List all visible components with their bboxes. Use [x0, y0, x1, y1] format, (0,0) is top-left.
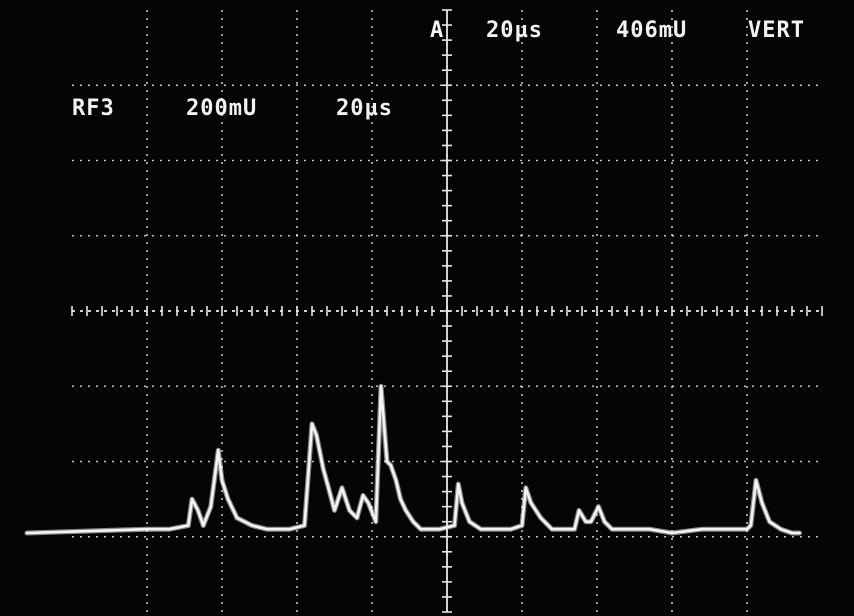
trace-sample-point [367, 501, 370, 505]
trace-sample-point [374, 520, 377, 523]
trace-sample-point [404, 509, 407, 512]
trace-sample-point [754, 479, 758, 482]
trace-sample-point [529, 501, 533, 505]
trace-sample-point [589, 520, 593, 523]
trace-sample-point [226, 497, 230, 501]
trace-sample-point [610, 528, 614, 531]
trace-sample-point [524, 486, 527, 489]
trace-sample-point [220, 479, 224, 482]
trace-sample-point [648, 528, 651, 531]
trace-sample-point [460, 501, 464, 505]
trace-sample-point [379, 385, 383, 388]
channel-label: RF3 [72, 96, 115, 121]
trace-sample-point [509, 528, 512, 531]
trace-sample-point [597, 505, 600, 508]
trace-sample-point [303, 524, 306, 527]
trace-sample-point [760, 501, 764, 505]
trace-sample-point [315, 434, 318, 437]
trace-sample-point [670, 531, 674, 535]
trace-sample-point [310, 422, 314, 426]
trace-sample-point [202, 524, 205, 527]
trace-sample-point [322, 467, 325, 471]
signal-trace-glow [24, 383, 802, 536]
trace-sample-point [438, 528, 441, 531]
trace-sample-point [412, 520, 415, 523]
trace-sample-point [550, 528, 554, 531]
trace-sample-point [394, 479, 398, 482]
trace-sample-point [749, 524, 752, 527]
trace-sample-point [573, 528, 576, 531]
trace-sample-point [361, 494, 365, 497]
trace-sample-point [385, 460, 389, 463]
channel-marker: A [430, 18, 445, 43]
trace-sample-point [790, 531, 794, 535]
trace-sample-point [700, 528, 704, 531]
trace-sample-point [768, 520, 771, 523]
volts-per-div-readout: 200mU [186, 96, 258, 121]
trace-sample-point [798, 531, 801, 535]
trace-sample-point [187, 524, 190, 527]
trace-sample-point [288, 528, 291, 531]
trace-sample-point [348, 509, 351, 512]
trace-sample-point [565, 528, 569, 531]
trace-sample-point [389, 464, 392, 467]
trace-sample-point [419, 528, 422, 531]
trace-sample-point [25, 531, 29, 535]
time-per-div-readout: 20µs [336, 96, 393, 121]
trace-sample-point [168, 528, 171, 531]
trace-sample-point [333, 509, 336, 512]
trace-sample-point [145, 528, 149, 531]
trace-sample-point [265, 528, 269, 531]
trace-sample-point [779, 528, 782, 531]
trace-sample-point [603, 520, 606, 523]
trace-sample-point [355, 516, 359, 520]
trace-sample-point [539, 516, 542, 520]
trace-sample-point [468, 520, 471, 523]
trace-sample-point [457, 482, 460, 486]
mode-readout: VERT [748, 18, 805, 43]
trace-sample-point [340, 486, 344, 489]
trace-sample-point [584, 520, 587, 523]
trace-sample-point [715, 528, 719, 531]
trace-sample-point [453, 524, 456, 527]
trace-sample-point [520, 524, 524, 527]
trace-sample-point [217, 449, 220, 452]
trace-sample-point [250, 524, 254, 527]
signal-trace [25, 385, 801, 535]
trace-sample-point [190, 497, 194, 501]
trace-sample-point [327, 486, 330, 489]
trace-sample-point [196, 509, 200, 512]
trace-sample-point [494, 528, 497, 531]
top-scale-readout: 406mU [616, 18, 688, 43]
trace-sample-point [745, 528, 749, 531]
trace-sample-point [479, 528, 482, 531]
trace-sample-point [577, 509, 581, 512]
trace-sample-point [209, 505, 212, 508]
top-timebase-readout: 20µs [486, 18, 543, 43]
trace-sample-point [235, 516, 239, 520]
trace-sample-point [399, 497, 402, 501]
trace-sample-point [625, 528, 629, 531]
trace-sample-point [427, 528, 430, 531]
